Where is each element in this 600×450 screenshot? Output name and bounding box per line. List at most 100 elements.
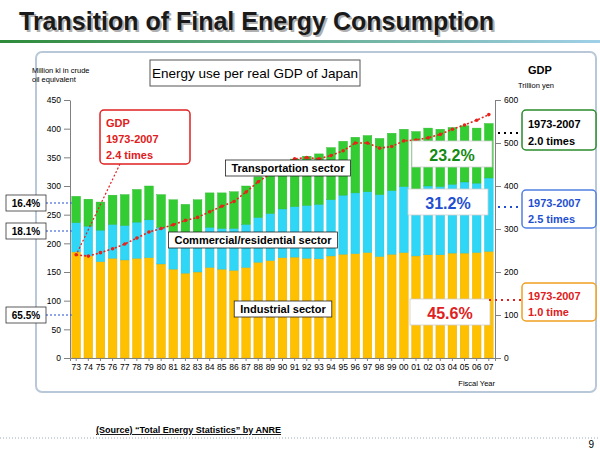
tick-label: 77 <box>120 362 130 372</box>
header-rule <box>0 40 600 43</box>
y2-axis: 0100200300400500600 <box>495 95 518 363</box>
leader <box>46 231 72 232</box>
annotation-text: 2.0 times <box>528 135 575 147</box>
tick-label: 91 <box>290 362 300 372</box>
tick-label: 84 <box>205 362 215 372</box>
bar <box>363 192 372 253</box>
tick-label: 100 <box>504 310 518 320</box>
tick-label: 600 <box>504 95 518 105</box>
bar <box>181 273 190 358</box>
marker <box>123 242 127 246</box>
annotation-text: 23.2% <box>429 147 474 164</box>
title: Transition of Final Energy Consumption <box>19 7 494 35</box>
marker <box>111 247 115 251</box>
bar <box>133 258 142 358</box>
tick-label: 00 <box>399 362 409 372</box>
chart: Transition of Final Energy Consumption Tr… <box>0 0 600 450</box>
tick-label: 0 <box>56 353 61 363</box>
annotation: 1973-2007 2.0 times <box>498 110 596 150</box>
tick-label: 88 <box>253 362 263 372</box>
line-series <box>74 113 490 258</box>
y2-axis-unit: Trillion yen <box>518 81 554 90</box>
annotation-text: 1973-2007 <box>528 290 581 302</box>
tick-label: 95 <box>338 362 348 372</box>
tick: 77 <box>120 358 130 372</box>
annotation: 45.6% <box>410 299 490 325</box>
y2-axis-title: GDP <box>528 64 552 76</box>
tick-mark <box>495 186 501 187</box>
bar <box>399 129 408 186</box>
tick-label: 350 <box>47 153 61 163</box>
tick-mark <box>112 358 113 361</box>
tick-label: 500 <box>504 138 518 148</box>
annotation-text: 16.4% <box>12 198 40 209</box>
header: Transition of Final Energy ConsumptionTr… <box>0 7 600 43</box>
bar <box>108 224 117 258</box>
bar <box>157 264 166 358</box>
tick-mark <box>221 358 222 361</box>
tick-mark <box>100 358 101 361</box>
tick-label: 99 <box>387 362 397 372</box>
bar <box>387 191 396 255</box>
tick: 0 <box>56 353 70 363</box>
tick-mark <box>318 358 319 361</box>
series-label-text: Transportation sector <box>231 162 345 174</box>
tick: 79 <box>144 358 154 372</box>
marker <box>184 219 188 223</box>
bar <box>315 204 324 258</box>
tick-mark <box>495 272 501 273</box>
bar <box>96 262 105 358</box>
series-label-box <box>168 232 337 248</box>
tick-mark <box>488 358 489 361</box>
bar <box>363 253 372 358</box>
bar <box>387 254 396 358</box>
tick-label: 200 <box>47 239 61 249</box>
tick-label: 90 <box>278 362 288 372</box>
y-axis-title: Million kl in crude <box>32 66 90 75</box>
bar-series <box>72 124 493 238</box>
tick-mark <box>379 358 380 361</box>
bar-series <box>72 251 493 358</box>
tick-mark <box>124 358 125 361</box>
tick: 96 <box>351 358 361 372</box>
bar <box>363 136 372 192</box>
bar <box>217 193 226 229</box>
tick-label: 05 <box>460 362 470 372</box>
series-label-text: Commercial/residential sector <box>174 234 332 246</box>
tick-mark <box>343 358 344 361</box>
tick: 84 <box>205 358 215 372</box>
bar <box>145 220 154 258</box>
tick: 450 <box>47 95 70 105</box>
tick-label: 81 <box>169 362 179 372</box>
line <box>76 115 489 256</box>
tick-mark <box>173 358 174 361</box>
annotation: 65.5% <box>6 307 72 323</box>
annotation-box <box>522 190 596 228</box>
series-label-box <box>234 301 332 317</box>
marker <box>378 146 382 150</box>
tick-mark <box>495 229 501 230</box>
tick: 400 <box>495 181 518 191</box>
axis-line <box>70 101 71 359</box>
tick-mark <box>391 358 392 361</box>
tick-mark <box>64 358 70 359</box>
bar <box>399 253 408 358</box>
labels: Million kl in crudeoil equivalentGDPTril… <box>32 60 594 450</box>
marker <box>426 136 430 140</box>
tick-mark <box>64 157 70 158</box>
bar <box>96 230 105 262</box>
bar <box>157 195 166 228</box>
annotation: 1973-20071.0 time <box>489 283 596 321</box>
tick-mark <box>495 315 501 316</box>
annotation-text: 1973-2007 <box>528 118 581 130</box>
tick: 87 <box>241 358 251 372</box>
tick-mark <box>64 243 70 244</box>
marker <box>220 204 224 208</box>
bar <box>375 257 384 358</box>
tick-label: 80 <box>156 362 166 372</box>
annotation-text: 2.5 times <box>528 213 575 225</box>
marker <box>171 223 175 227</box>
annotation-text: 31.2% <box>425 195 470 212</box>
tick-mark <box>476 358 477 361</box>
annotation-box <box>408 189 488 215</box>
